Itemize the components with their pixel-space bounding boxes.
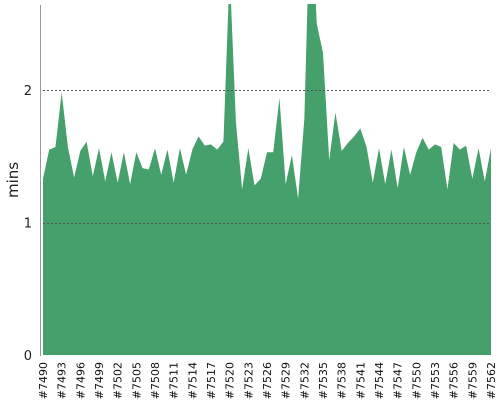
x-tick-label: #7529 (280, 362, 293, 399)
x-tick-label: #7547 (392, 362, 405, 399)
x-tick-label: #7490 (37, 362, 50, 399)
x-tick-label: #7508 (149, 362, 162, 399)
x-tick-label: #7553 (429, 362, 442, 399)
x-tick-label: #7505 (130, 362, 143, 399)
x-tick-label: #7562 (485, 362, 498, 399)
x-tick-label: #7523 (242, 362, 255, 399)
x-ticks: #7490 #7493 #7496 #7499 #7502 #7505 #7508 #7511… (37, 362, 498, 399)
y-tick-label: 1 (24, 217, 32, 232)
x-tick-label: #7550 (410, 362, 423, 399)
x-tick-label: #7502 (112, 362, 125, 399)
x-tick-label: #7556 (448, 362, 461, 399)
x-tick-label: #7541 (354, 362, 367, 399)
y-axis-label: mins (4, 162, 22, 198)
x-tick-label: #7559 (466, 362, 479, 399)
x-tick-label: #7511 (168, 362, 181, 399)
y-tick-label: 0 (24, 349, 32, 364)
x-tick-label: #7535 (317, 362, 330, 399)
x-tick-label: #7517 (205, 362, 218, 399)
x-tick-label: #7514 (186, 362, 199, 399)
x-tick-label: #7496 (74, 362, 87, 399)
x-tick-label: #7526 (261, 362, 274, 399)
y-ticks: 0 1 2 (24, 84, 32, 364)
x-tick-label: #7544 (373, 362, 386, 399)
x-tick-label: #7499 (93, 362, 106, 399)
area-series (43, 4, 491, 355)
x-tick-label: #7493 (56, 362, 69, 399)
y-tick-label: 2 (24, 84, 32, 99)
x-tick-label: #7520 (224, 362, 237, 399)
x-tick-label: #7532 (298, 362, 311, 399)
x-tick-label: #7538 (336, 362, 349, 399)
gridlines (43, 90, 491, 224)
